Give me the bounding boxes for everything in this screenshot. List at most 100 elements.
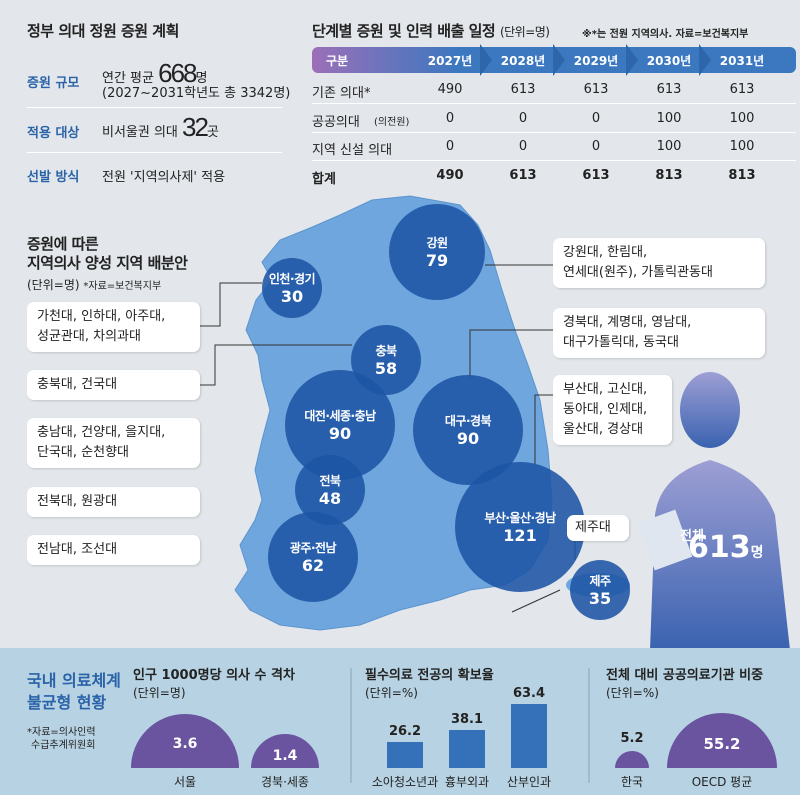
region-name: 강원 bbox=[426, 236, 448, 250]
school-list-line: 강원대, 한림대, bbox=[563, 245, 648, 260]
school-list-box: 충북대, 건국대 bbox=[27, 370, 200, 400]
school-list-box: 경북대, 계명대, 영남대, 대구가톨릭대, 동국대 bbox=[553, 308, 765, 358]
table-cell: 0 bbox=[445, 139, 455, 154]
table-cell: 613 bbox=[582, 167, 610, 183]
bar-mark bbox=[449, 729, 485, 768]
region-name: 전북 bbox=[319, 474, 341, 488]
region-name: 광주·전남 bbox=[289, 541, 337, 555]
category-label: 서울 bbox=[173, 775, 197, 789]
school-list-line: 성균관대, 차의과대 bbox=[37, 329, 141, 344]
plan-label: 선발 방식 bbox=[27, 170, 80, 185]
region-circle: 광주·전남 62 bbox=[268, 512, 358, 602]
region-circle: 충북 58 bbox=[351, 325, 421, 395]
schedule-note: ※*는 전원 지역의사. 자료=보건복지부 bbox=[582, 29, 749, 40]
allocation-title: 증원에 따른 지역의사 양성 지역 배분안 bbox=[27, 235, 188, 272]
doctor-silhouette-icon bbox=[637, 372, 790, 650]
imbalance-title: 국내 의료체계 불균형 현황 bbox=[27, 671, 121, 712]
data-label: 5.2 bbox=[620, 731, 644, 747]
region-name: 제주 bbox=[589, 574, 611, 588]
category-label: 산부인과 bbox=[506, 775, 552, 789]
table-row: 합계 490 613 613 813 813 bbox=[312, 162, 796, 190]
category-label: 흉부외과 bbox=[444, 775, 490, 789]
table-cell: 100 bbox=[656, 139, 682, 154]
region-value: 35 bbox=[588, 589, 612, 608]
total-value: 613명 bbox=[688, 530, 764, 565]
school-list-line: 충남대, 건양대, 을지대, bbox=[37, 425, 166, 440]
table-cell: 0 bbox=[518, 110, 528, 126]
school-list-line: 경북대, 계명대, 영남대, bbox=[563, 315, 692, 330]
header-cell: 2027년 bbox=[427, 54, 473, 68]
category-label: 한국 bbox=[620, 775, 644, 789]
arrow-icon bbox=[480, 44, 492, 76]
school-list-line: 충북대, 건국대 bbox=[37, 377, 118, 392]
data-label: 26.2 bbox=[388, 723, 422, 739]
plan-label: 적용 대상 bbox=[27, 126, 80, 141]
school-list-box: 전남대, 조선대 bbox=[27, 535, 200, 565]
table-cell: 0 bbox=[591, 139, 601, 154]
region-value: 121 bbox=[503, 526, 537, 545]
row-label: 합계 bbox=[312, 171, 336, 187]
chart-title: 필수의료 전공의 확보율 bbox=[365, 668, 494, 683]
school-list-box: 부산대, 고신대, 동아대, 인제대, 울산대, 경상대 bbox=[553, 375, 672, 445]
region-name: 충북 bbox=[375, 344, 397, 358]
region-circle: 부산·울산·경남 121 bbox=[455, 462, 585, 592]
row-label: 지역 신설 의대 bbox=[312, 143, 393, 158]
data-label: 63.4 bbox=[512, 686, 546, 701]
school-list-line: 가천대, 인하대, 아주대, bbox=[37, 309, 166, 324]
header-cell: 2028년 bbox=[500, 54, 546, 68]
school-list-line: 연세대(원주), 가톨릭관동대 bbox=[563, 265, 713, 280]
table-cell: 100 bbox=[729, 139, 755, 154]
school-list-line: 대구가톨릭대, 동국대 bbox=[563, 335, 679, 350]
header-cell: 2031년 bbox=[719, 54, 765, 68]
school-list-box: 강원대, 한림대, 연세대(원주), 가톨릭관동대 bbox=[553, 238, 765, 288]
total-label: 전체 bbox=[680, 529, 704, 544]
region-circle: 제주 35 bbox=[570, 560, 630, 620]
data-label: 38.1 bbox=[450, 711, 484, 727]
arrow-icon bbox=[626, 44, 638, 76]
region-value: 48 bbox=[318, 489, 342, 508]
chart-unit: (단위=%) bbox=[606, 686, 659, 700]
school-list-line: 동아대, 인제대, bbox=[563, 402, 648, 417]
allocation-unit: (단위=명) *자료=보건복지부 bbox=[27, 278, 162, 292]
chart-unit: (단위=명) bbox=[133, 686, 186, 700]
table-cell: 100 bbox=[729, 110, 755, 126]
category-label: 소아청소년과 bbox=[371, 775, 439, 789]
semicircle-mark: 3.6 bbox=[131, 714, 239, 768]
table-row: 기존 의대* 490 613 613 613 613 bbox=[312, 76, 796, 104]
bar-mark bbox=[511, 704, 547, 768]
table-cell: 613 bbox=[656, 82, 682, 97]
table-cell: 613 bbox=[510, 82, 536, 97]
table-cell: 100 bbox=[656, 110, 682, 126]
semicircle-mark bbox=[615, 751, 649, 768]
plan-value: 전원 '지역의사제' 적용 bbox=[102, 170, 226, 185]
region-name: 대구·경북 bbox=[444, 414, 492, 428]
school-list-line: 부산대, 고신대, bbox=[563, 382, 648, 397]
header-cell: 2029년 bbox=[573, 54, 619, 68]
row-label: 기존 의대* bbox=[312, 86, 371, 101]
semicircle-mark: 1.4 bbox=[251, 734, 319, 768]
table-cell: 0 bbox=[518, 139, 528, 154]
arrow-icon bbox=[553, 44, 565, 76]
plan-label: 증원 규모 bbox=[27, 76, 80, 91]
table-row: 공공의대 (의전원) 0 0 0 100 100 bbox=[312, 105, 796, 133]
plan-title: 정부 의대 정원 증원 계획 bbox=[27, 22, 179, 40]
arrow-icon bbox=[699, 44, 711, 76]
table-cell: 0 bbox=[591, 110, 601, 126]
region-circle: 인천·경기 30 bbox=[262, 258, 322, 318]
region-value: 58 bbox=[374, 359, 398, 378]
table-cell: 613 bbox=[509, 167, 537, 183]
table-cell: 813 bbox=[728, 167, 756, 183]
table-cell: 0 bbox=[445, 110, 455, 126]
region-value: 79 bbox=[425, 251, 449, 270]
region-value: 90 bbox=[328, 424, 352, 443]
plan-value: 연간 평균 668명 bbox=[102, 58, 208, 88]
bar-mark bbox=[387, 741, 423, 768]
school-list-line: 단국대, 순천향대 bbox=[37, 445, 129, 460]
region-name: 부산·울산·경남 bbox=[484, 511, 556, 525]
category-label: 경북·세종 bbox=[261, 775, 309, 789]
row-label: 공공의대 bbox=[312, 114, 360, 130]
table-cell: 813 bbox=[655, 167, 683, 183]
region-name: 대전·세종·충남 bbox=[304, 409, 376, 423]
table-cell: 490 bbox=[437, 82, 463, 97]
chart-unit: (단위=%) bbox=[365, 686, 418, 700]
